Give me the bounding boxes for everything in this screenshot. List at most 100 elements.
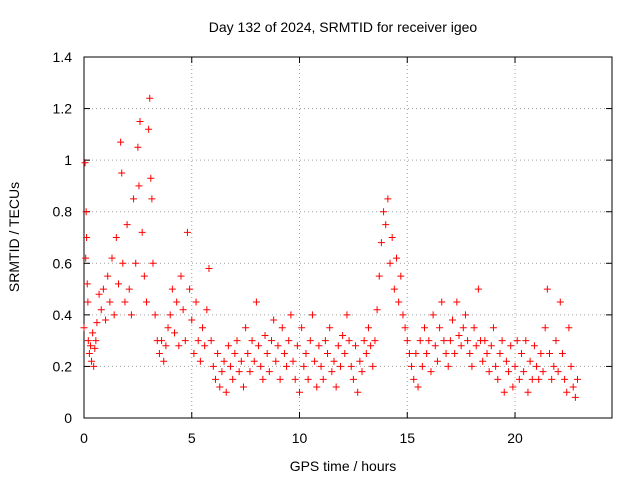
data-point — [457, 342, 465, 350]
data-point — [502, 357, 510, 365]
data-point — [293, 342, 301, 350]
data-point — [550, 362, 558, 370]
data-point — [261, 331, 269, 339]
data-point — [347, 362, 355, 370]
data-point — [364, 324, 372, 332]
data-point — [533, 362, 541, 370]
y-tick-label: 0.8 — [53, 204, 73, 220]
data-point — [377, 239, 385, 247]
axis-ticks: 0 0.2 0.4 0.6 0.8 1 1.2 1.4 0 5 10 15 20 — [53, 49, 612, 446]
data-point — [358, 368, 366, 376]
data-point — [239, 383, 247, 391]
data-point — [453, 298, 461, 306]
data-point — [515, 375, 523, 383]
y-axis-label: SRMTID / TECUs — [6, 182, 22, 292]
data-point — [209, 362, 217, 370]
scatter-points — [80, 94, 582, 401]
data-point — [354, 388, 362, 396]
data-point — [84, 337, 92, 345]
data-point — [494, 375, 502, 383]
data-point — [336, 362, 344, 370]
data-point — [112, 234, 120, 241]
data-point — [505, 368, 513, 376]
data-point — [125, 285, 133, 293]
data-point — [418, 362, 426, 370]
data-point — [194, 337, 202, 345]
data-point — [401, 324, 409, 332]
data-point — [242, 324, 250, 332]
data-point — [92, 337, 100, 345]
data-point — [117, 138, 125, 146]
data-point — [183, 228, 191, 236]
data-point — [196, 357, 204, 365]
data-point — [324, 350, 332, 358]
data-point — [222, 388, 230, 396]
data-point — [390, 285, 398, 293]
data-point — [291, 375, 299, 383]
data-point — [289, 357, 297, 365]
data-point — [408, 362, 416, 370]
data-point — [216, 383, 224, 391]
data-point — [507, 342, 515, 350]
data-point — [524, 388, 532, 396]
data-point — [252, 298, 260, 306]
x-tick-label: 5 — [188, 430, 196, 446]
data-point — [455, 331, 463, 339]
data-point — [468, 362, 476, 370]
data-point — [565, 324, 573, 332]
data-point — [442, 350, 450, 358]
data-point — [119, 259, 127, 267]
data-point — [498, 337, 506, 345]
data-point — [466, 350, 474, 358]
data-point — [231, 350, 239, 358]
data-point — [429, 311, 437, 319]
y-tick-label: 0.4 — [53, 307, 73, 323]
data-point — [315, 342, 323, 350]
data-point — [304, 375, 312, 383]
data-point — [110, 311, 118, 319]
data-point — [403, 337, 411, 345]
data-point — [227, 362, 235, 370]
data-point — [328, 368, 336, 376]
data-point — [121, 298, 129, 306]
data-point — [158, 337, 166, 345]
data-point — [205, 264, 213, 272]
data-point — [554, 368, 562, 376]
data-point — [164, 324, 172, 332]
data-point — [173, 298, 181, 306]
data-point — [270, 316, 278, 324]
data-point — [332, 383, 340, 391]
data-point — [558, 350, 566, 358]
data-point — [287, 311, 295, 319]
data-point — [552, 337, 560, 345]
data-point — [142, 298, 150, 306]
data-point — [362, 350, 370, 358]
data-point — [384, 195, 392, 203]
data-point — [421, 324, 429, 332]
data-point — [530, 342, 538, 350]
data-point — [373, 306, 381, 314]
data-point — [233, 337, 241, 345]
data-point — [90, 362, 98, 370]
data-point — [459, 324, 467, 332]
data-point — [188, 316, 196, 324]
data-point — [487, 342, 495, 350]
data-point — [513, 337, 521, 345]
data-point — [136, 117, 144, 125]
data-point — [438, 298, 446, 306]
data-point — [528, 375, 536, 383]
data-point — [168, 285, 176, 293]
data-point — [114, 280, 122, 288]
data-point — [149, 259, 157, 267]
data-point — [84, 298, 92, 306]
data-point — [395, 298, 403, 306]
data-point — [106, 298, 114, 306]
data-point — [479, 357, 487, 365]
data-point — [561, 375, 569, 383]
grid — [84, 57, 612, 418]
data-point — [520, 368, 528, 376]
data-point — [574, 375, 582, 383]
data-point — [160, 357, 168, 365]
data-point — [280, 350, 288, 358]
